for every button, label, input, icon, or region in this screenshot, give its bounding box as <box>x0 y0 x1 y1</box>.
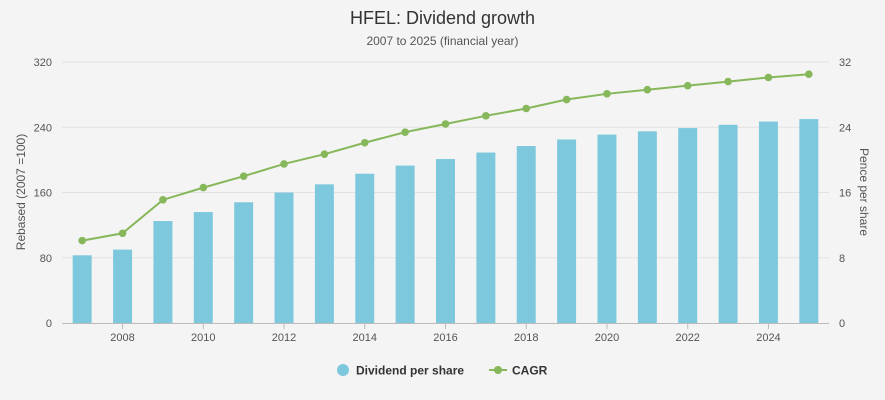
cagr-point <box>764 73 773 82</box>
dividend-bar <box>557 139 577 323</box>
cagr-point <box>199 183 208 192</box>
legend: Dividend per share CAGR <box>337 364 548 378</box>
cagr-point <box>683 81 692 90</box>
cagr-point <box>522 104 531 113</box>
x-tick-label: 2020 <box>595 332 619 344</box>
cagr-point <box>78 236 86 245</box>
x-tick-label: 2016 <box>433 332 457 344</box>
y-right-tick-label: 0 <box>839 318 845 330</box>
y-right-tick-label: 16 <box>839 188 851 200</box>
cagr-point <box>643 85 652 94</box>
x-tick-label: 2018 <box>514 332 538 344</box>
dividend-bar <box>637 131 657 323</box>
cagr-point <box>280 160 288 168</box>
chart-subtitle: 2007 to 2025 (financial year) <box>366 34 518 48</box>
y-left-tick-label: 240 <box>34 122 52 134</box>
cagr-point <box>320 150 329 158</box>
dividend-bar <box>234 202 254 323</box>
y-left-tick-label: 160 <box>34 188 52 200</box>
dividend-bar <box>274 192 294 323</box>
dividend-bar <box>436 159 455 323</box>
dividend-bar <box>355 173 375 323</box>
dividend-bar <box>678 128 698 323</box>
dividend-bar <box>314 184 334 323</box>
dividend-bar <box>476 152 496 323</box>
x-tick-label: 2022 <box>675 332 699 344</box>
cagr-point <box>239 172 248 180</box>
x-tick-label: 2014 <box>353 332 377 344</box>
cagr-point <box>441 120 450 128</box>
dividend-bars <box>72 119 819 324</box>
dividend-bar <box>516 146 536 323</box>
cagr-point <box>603 90 611 98</box>
legend-cagr-label: CAGR <box>512 364 548 378</box>
dividend-bar <box>193 212 213 323</box>
cagr-point <box>360 138 369 147</box>
dividend-bar <box>153 221 173 323</box>
cagr-point <box>805 70 813 79</box>
x-tick-label: 2024 <box>756 332 780 344</box>
cagr-line <box>78 70 813 245</box>
y-right-axis-title: Pence per share <box>857 148 871 236</box>
cagr-point <box>562 95 571 104</box>
x-tick-label: 2008 <box>110 332 134 344</box>
y-right-tick-label: 8 <box>839 253 845 265</box>
legend-item-dividend[interactable]: Dividend per share <box>337 364 464 378</box>
cagr-point <box>724 77 732 86</box>
dividend-bar <box>597 134 617 323</box>
cagr-point <box>482 112 490 120</box>
legend-cagr-marker <box>494 366 502 374</box>
dividend-bar <box>113 249 133 323</box>
legend-dividend-marker <box>337 364 349 376</box>
legend-item-cagr[interactable]: CAGR <box>489 364 548 378</box>
cagr-point <box>118 229 127 238</box>
y-right-tick-label: 32 <box>839 57 851 69</box>
dividend-bar <box>718 124 738 323</box>
cagr-point <box>401 128 409 136</box>
dividend-bar <box>758 121 778 324</box>
y-left-tick-label: 80 <box>40 253 52 265</box>
axes: 0 0 80 8 160 16 240 24 320 32 2008 2010 2012 2014 2016… <box>34 57 852 344</box>
dividend-bar <box>395 165 415 323</box>
y-left-tick-label: 320 <box>34 57 52 69</box>
x-tick-label: 2012 <box>272 332 296 344</box>
chart-title: HFEL: Dividend growth <box>350 8 535 28</box>
cagr-point <box>159 196 167 204</box>
y-right-tick-label: 24 <box>839 122 851 134</box>
legend-dividend-label: Dividend per share <box>356 364 464 378</box>
dividend-bar <box>799 119 819 323</box>
y-left-tick-label: 0 <box>46 318 52 330</box>
x-tick-label: 2010 <box>191 332 215 344</box>
dividend-bar <box>72 255 92 323</box>
y-left-axis-title: Rebased (2007 =100) <box>14 134 28 250</box>
